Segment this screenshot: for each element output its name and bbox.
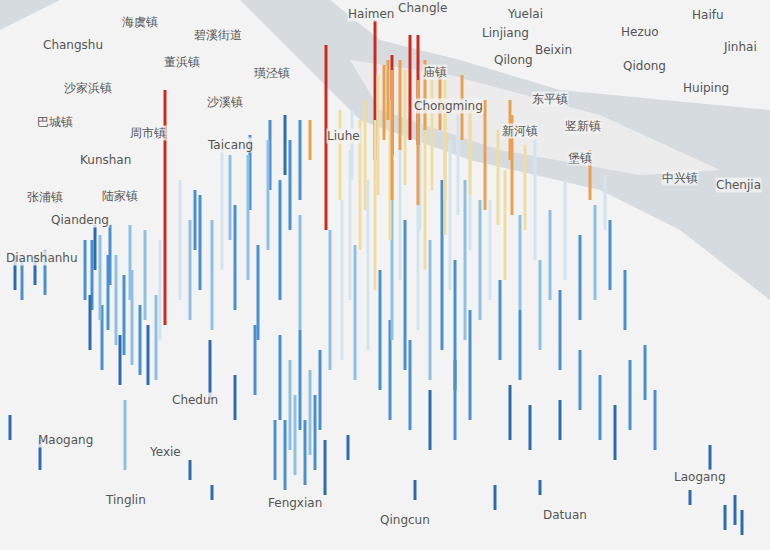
svg-text:Linjiang: Linjiang (482, 26, 529, 40)
svg-text:东平镇: 东平镇 (532, 92, 568, 106)
svg-text:Chenjia: Chenjia (716, 178, 761, 192)
svg-text:Beixin: Beixin (535, 43, 572, 57)
svg-text:海虞镇: 海虞镇 (122, 15, 158, 29)
svg-text:Dianshanhu: Dianshanhu (6, 251, 78, 265)
svg-text:周市镇: 周市镇 (130, 126, 166, 140)
svg-text:Changshu: Changshu (43, 38, 103, 52)
svg-text:沙家浜镇: 沙家浜镇 (64, 81, 112, 95)
svg-text:Qidong: Qidong (623, 59, 666, 73)
svg-text:碧溪街道: 碧溪街道 (194, 28, 242, 42)
svg-text:璜泾镇: 璜泾镇 (254, 66, 290, 80)
svg-text:庙镇: 庙镇 (423, 65, 447, 79)
svg-text:新河镇: 新河镇 (502, 124, 538, 138)
svg-text:张浦镇: 张浦镇 (27, 190, 63, 204)
svg-text:Maogang: Maogang (38, 433, 93, 447)
svg-text:陆家镇: 陆家镇 (102, 189, 138, 203)
svg-text:Liuhe: Liuhe (327, 129, 360, 143)
svg-text:Taicang: Taicang (207, 138, 253, 152)
svg-text:沙溪镇: 沙溪镇 (207, 95, 243, 109)
svg-text:Laogang: Laogang (674, 470, 726, 484)
svg-text:Qingcun: Qingcun (380, 513, 430, 527)
svg-text:Hezuo: Hezuo (621, 25, 659, 39)
svg-text:Chedun: Chedun (172, 393, 218, 407)
svg-text:Qilong: Qilong (494, 53, 533, 67)
svg-text:Yuelai: Yuelai (507, 7, 543, 21)
svg-text:Huiping: Huiping (683, 81, 729, 95)
svg-text:竖新镇: 竖新镇 (565, 119, 601, 133)
svg-text:董浜镇: 董浜镇 (164, 55, 200, 69)
svg-text:Chongming: Chongming (414, 99, 483, 113)
svg-text:Qiandeng: Qiandeng (51, 213, 109, 227)
svg-text:Jinhai: Jinhai (723, 40, 757, 54)
svg-text:巴城镇: 巴城镇 (37, 115, 73, 129)
svg-text:Datuan: Datuan (543, 508, 587, 522)
svg-text:Tinglin: Tinglin (105, 493, 146, 507)
svg-text:中兴镇: 中兴镇 (662, 171, 698, 185)
svg-text:Fengxian: Fengxian (268, 496, 322, 510)
svg-text:Kunshan: Kunshan (80, 153, 131, 167)
svg-text:堡镇: 堡镇 (568, 151, 592, 165)
svg-text:Haifu: Haifu (692, 8, 724, 22)
svg-text:Haimen: Haimen (348, 7, 394, 21)
svg-text:Yexie: Yexie (149, 445, 181, 459)
svg-text:Changle: Changle (398, 1, 447, 15)
